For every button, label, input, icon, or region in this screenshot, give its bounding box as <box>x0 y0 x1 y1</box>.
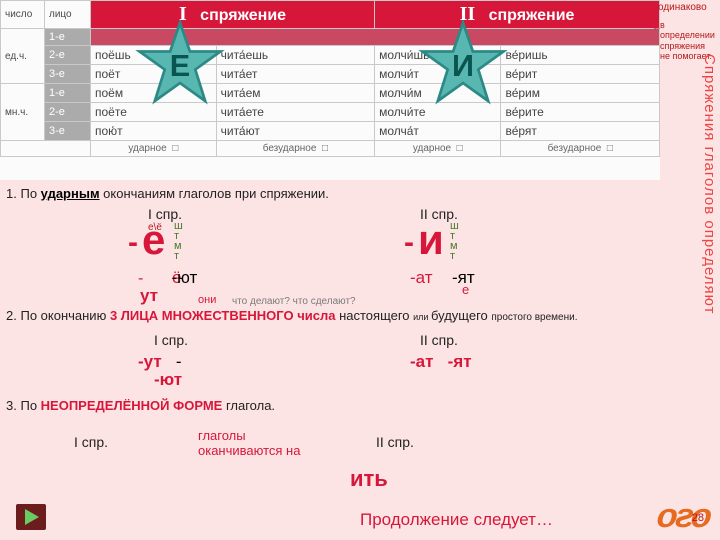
f1: ударное □ <box>91 141 217 157</box>
continue-text: Продолжение следует… <box>360 510 553 530</box>
row-ed: ед.ч. <box>1 29 45 84</box>
r3-mid: глаголы оканчиваются на <box>198 428 318 458</box>
p6: 3-е <box>45 122 91 141</box>
hdr-spr1: I спряжение <box>91 1 375 29</box>
star-e: Е <box>135 20 225 110</box>
r2-v1b: -ют <box>160 370 182 390</box>
r1-at: -ат <box>410 268 433 288</box>
c: чита́ете <box>216 103 375 122</box>
c: чита́ем <box>216 84 375 103</box>
star-i: И <box>418 20 508 110</box>
r2-c2: II спр. <box>420 332 720 348</box>
f4: безударное □ <box>501 141 660 157</box>
r1-oni: они <box>198 294 216 306</box>
c: ве́рит <box>501 65 660 84</box>
note-same: одинаково <box>658 2 714 13</box>
c: ве́рите <box>501 103 660 122</box>
r3-c2: II спр. <box>376 434 720 450</box>
vertical-title: Спряжения глаголов определяют <box>701 54 718 494</box>
r1-dash2: - <box>404 226 414 260</box>
f3: ударное □ <box>375 141 501 157</box>
big-e-letter: е <box>142 216 165 264</box>
r1-list1: штмт <box>174 222 183 262</box>
c: ве́рим <box>501 84 660 103</box>
conjugation-table: число лицо I спряжение II спряжение ед.ч… <box>0 0 660 180</box>
r1-list2: штмт <box>450 222 459 262</box>
rule2: 2. По окончанию 3 ЛИЦА МНОЖЕСТВЕННОГО чи… <box>6 308 646 323</box>
hdr-number: число <box>1 1 45 29</box>
rule3: 3. По НЕОПРЕДЕЛЁННОЙ ФОРМЕ глагола. <box>6 398 646 413</box>
hdr-face: лицо <box>45 1 91 29</box>
r2-v1: -ут - <box>138 352 182 372</box>
c: чита́ют <box>216 122 375 141</box>
r1-yut: ё-ют <box>172 268 197 288</box>
c: чита́ет <box>216 65 375 84</box>
r1-c2: II спр. <box>420 206 720 222</box>
r1-e2: е <box>462 282 469 297</box>
c: чита́ешь <box>216 46 375 65</box>
r2-v2: -ат -ят <box>410 352 472 372</box>
svg-text:И: И <box>452 49 474 83</box>
r1-ut: ут <box>140 286 158 306</box>
p4: 1-е <box>45 84 91 103</box>
rule1: 1. По ударным окончаниям глаголов при сп… <box>6 186 646 201</box>
next-button[interactable] <box>16 504 46 530</box>
c: ве́ришь <box>501 46 660 65</box>
big-i-letter: и <box>418 216 444 264</box>
c: ве́рят <box>501 122 660 141</box>
r1-dash1: - <box>128 226 138 260</box>
svg-text:Е: Е <box>170 49 190 83</box>
play-icon <box>21 507 41 527</box>
c: пою́т <box>91 122 217 141</box>
row-mn: мн.ч. <box>1 84 45 141</box>
p3: 3-е <box>45 65 91 84</box>
f2: безударное □ <box>216 141 375 157</box>
r1-q: что делают? что сделают? <box>232 296 356 307</box>
p1: 1-е <box>45 29 91 46</box>
p2: 2-е <box>45 46 91 65</box>
r3-it: ить <box>350 466 388 492</box>
page-number: 28 <box>692 512 704 524</box>
c: молча́т <box>375 122 501 141</box>
p5: 2-е <box>45 103 91 122</box>
